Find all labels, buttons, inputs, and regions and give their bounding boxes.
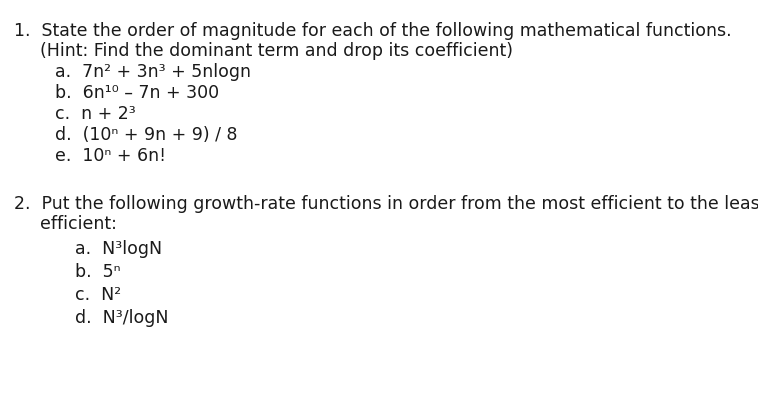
Text: 1.  State the order of magnitude for each of the following mathematical function: 1. State the order of magnitude for each…: [14, 22, 731, 40]
Text: e.  10ⁿ + 6n!: e. 10ⁿ + 6n!: [55, 147, 166, 165]
Text: b.  5ⁿ: b. 5ⁿ: [75, 263, 121, 281]
Text: d.  (10ⁿ + 9n + 9) / 8: d. (10ⁿ + 9n + 9) / 8: [55, 126, 237, 144]
Text: d.  N³/logN: d. N³/logN: [75, 309, 168, 327]
Text: 2.  Put the following growth-rate functions in order from the most efficient to : 2. Put the following growth-rate functio…: [14, 195, 758, 213]
Text: (Hint: Find the dominant term and drop its coefficient): (Hint: Find the dominant term and drop i…: [40, 42, 513, 60]
Text: a.  N³logN: a. N³logN: [75, 240, 162, 258]
Text: c.  n + 2³: c. n + 2³: [55, 105, 136, 123]
Text: b.  6n¹⁰ – 7n + 300: b. 6n¹⁰ – 7n + 300: [55, 84, 219, 102]
Text: efficient:: efficient:: [40, 215, 117, 233]
Text: c.  N²: c. N²: [75, 286, 121, 304]
Text: a.  7n² + 3n³ + 5nlogn: a. 7n² + 3n³ + 5nlogn: [55, 63, 251, 81]
